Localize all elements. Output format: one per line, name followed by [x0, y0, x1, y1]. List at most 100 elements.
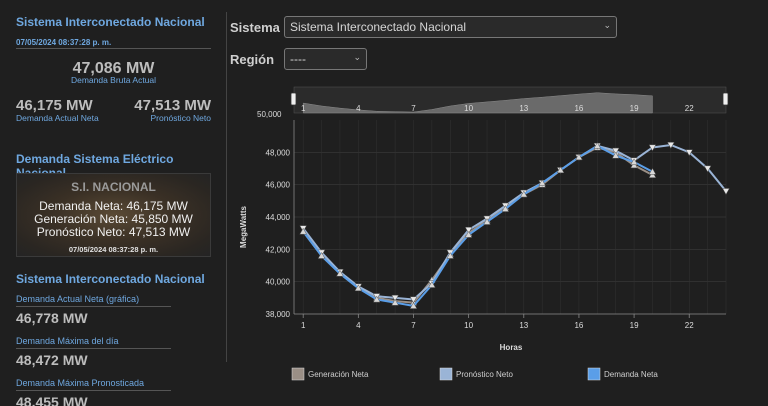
chart-legend: Generación Neta Pronóstico Neto Demanda Ne… — [291, 367, 658, 381]
sistema-label: Sistema — [230, 20, 280, 35]
divider — [16, 48, 211, 49]
data-point — [520, 190, 528, 198]
x-axis-title: Horas — [500, 343, 523, 352]
navigator-right-handle[interactable] — [722, 92, 729, 106]
chevron-down-icon: ⌄ — [353, 52, 361, 62]
legend-label: Demanda Neta — [604, 370, 658, 379]
data-point — [464, 230, 473, 238]
data-point — [648, 144, 657, 152]
y-axis-title: MegaWatts — [239, 205, 248, 247]
navigator-series-area — [302, 92, 653, 114]
data-point — [354, 284, 363, 292]
y-tick-label: 42,000 — [266, 245, 291, 254]
navigator-tick-label: 10 — [464, 104, 473, 113]
si-card-title: S.I. NACIONAL — [71, 180, 156, 194]
demanda-actual-grafica-value: 46,778 MW — [16, 310, 88, 326]
si-card-timestamp: 07/05/2024 08:37:28 p. m. — [68, 245, 159, 254]
data-point — [391, 294, 399, 302]
data-point — [428, 281, 436, 288]
sistema-select[interactable]: Sistema Interconectado Nacional ⌄ — [284, 16, 617, 38]
panel-timestamp: 07/05/2024 08:37:28 p. m. — [16, 38, 112, 47]
sistema-select-value: Sistema Interconectado Nacional — [290, 20, 467, 34]
si-demanda-neta: Demanda Neta: 46,175 MW — [39, 199, 188, 213]
demanda-maxima-dia-label: Demanda Máxima del día — [16, 336, 119, 346]
range-navigator[interactable]: 1 4 7 10 13 16 19 22 50,000 — [257, 86, 729, 119]
summary-panel: Sistema Interconectado Nacional 07/05/20… — [0, 0, 222, 406]
demanda-bruta-value: 47,086 MW — [72, 60, 155, 77]
data-point — [299, 227, 307, 235]
demand-chart[interactable]: 1 4 7 10 13 16 19 22 50,000 38,000 40,000 42,000 4… — [228, 84, 744, 394]
data-point — [317, 251, 326, 259]
navigator-tick-label: 13 — [519, 104, 528, 113]
si-nacional-card: S.I. NACIONAL Demanda Neta: 46,175 MW Ge… — [16, 173, 211, 257]
data-point — [703, 165, 712, 173]
x-tick-label: 1 — [301, 321, 306, 330]
y-tick-label: 44,000 — [266, 213, 291, 222]
data-point — [446, 251, 454, 259]
demanda-maxima-pronosticada-label: Demanda Máxima Pronosticada — [16, 378, 145, 388]
navigator-tick-label: 4 — [356, 104, 361, 113]
data-point — [630, 158, 638, 165]
series-pron-stico-neto — [299, 142, 730, 304]
demanda-actual-grafica-label: Demanda Actual Neta (gráfica) — [16, 294, 140, 304]
data-point — [575, 153, 583, 161]
data-point — [538, 179, 546, 186]
si-pronostico-neto: Pronóstico Neto: 47,513 MW — [36, 225, 191, 239]
panel-divider — [226, 12, 227, 362]
navigator-tick-label: 22 — [685, 104, 694, 113]
data-point — [593, 142, 602, 149]
x-tick-label: 16 — [574, 321, 583, 330]
navigator-tick-label: 16 — [574, 104, 583, 113]
navigator-left-handle[interactable] — [290, 92, 297, 106]
y-tick-label: 48,000 — [266, 148, 291, 157]
demanda-maxima-pronosticada-value: 48,455 MW — [16, 394, 88, 406]
series-line — [302, 143, 727, 301]
chart-grid — [293, 120, 727, 315]
data-point — [611, 151, 620, 159]
y-tick-label: 46,000 — [266, 181, 291, 190]
y-tick-label: 40,000 — [266, 278, 291, 287]
x-tick-label: 7 — [411, 321, 416, 330]
data-point — [391, 298, 399, 306]
divider — [16, 390, 171, 391]
legend-swatch — [587, 367, 601, 381]
legend-label: Generación Neta — [308, 370, 369, 379]
divider — [16, 306, 171, 307]
data-point — [409, 296, 418, 304]
data-point — [685, 149, 693, 157]
data-point — [722, 188, 730, 195]
demanda-neta-label: Demanda Actual Neta — [16, 113, 99, 123]
y-tick-label: 38,000 — [266, 310, 291, 319]
legend-swatch — [291, 367, 305, 381]
x-tick-label: 19 — [630, 321, 639, 330]
divider — [16, 348, 171, 349]
demanda-neta-value: 46,175 MW — [16, 97, 93, 114]
demanda-bruta-label: Demanda Bruta Actual — [70, 75, 157, 85]
x-tick-label: 13 — [519, 321, 528, 330]
data-point — [648, 171, 657, 178]
region-label: Región — [230, 52, 275, 67]
chevron-down-icon: ⌄ — [603, 20, 611, 30]
navigator-tick-label: 7 — [411, 104, 416, 113]
series-demanda-neta — [299, 142, 657, 309]
data-point — [501, 205, 510, 212]
x-tick-label: 22 — [685, 321, 694, 330]
panel-title: Sistema Interconectado Nacional — [16, 15, 205, 29]
x-tick-label: 4 — [356, 321, 361, 330]
data-point — [611, 147, 620, 155]
region-select[interactable]: ---- ⌄ — [284, 48, 367, 70]
section-sin-title: Sistema Interconectado Nacional — [16, 272, 205, 286]
data-point — [336, 269, 344, 277]
legend-label: Pronóstico Neto — [456, 370, 513, 379]
data-point — [648, 167, 657, 175]
data-point — [630, 161, 638, 169]
navigator-tick-label: 1 — [301, 104, 306, 113]
si-generacion-neta: Generación Neta: 45,850 MW — [34, 212, 193, 226]
data-point — [464, 227, 473, 234]
data-point — [483, 218, 491, 225]
region-select-value: ---- — [290, 52, 306, 66]
data-point — [409, 302, 418, 309]
navigator-tick-label: 19 — [630, 104, 639, 113]
data-point — [556, 166, 565, 174]
navigator-top-label: 50,000 — [257, 110, 282, 119]
